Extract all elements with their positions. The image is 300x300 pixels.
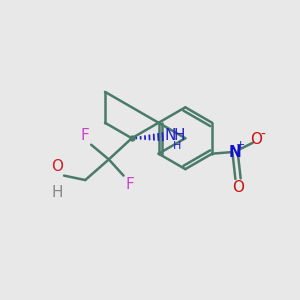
Text: H: H <box>173 141 182 151</box>
Text: H: H <box>51 185 63 200</box>
Text: O: O <box>51 159 63 174</box>
Text: N: N <box>164 128 176 143</box>
Text: F: F <box>125 177 134 192</box>
Text: -: - <box>261 128 266 142</box>
Text: F: F <box>81 128 89 143</box>
Text: O: O <box>232 180 244 195</box>
Text: N: N <box>229 145 242 160</box>
Text: H: H <box>173 128 184 143</box>
Text: +: + <box>236 140 246 150</box>
Text: O: O <box>250 132 262 147</box>
